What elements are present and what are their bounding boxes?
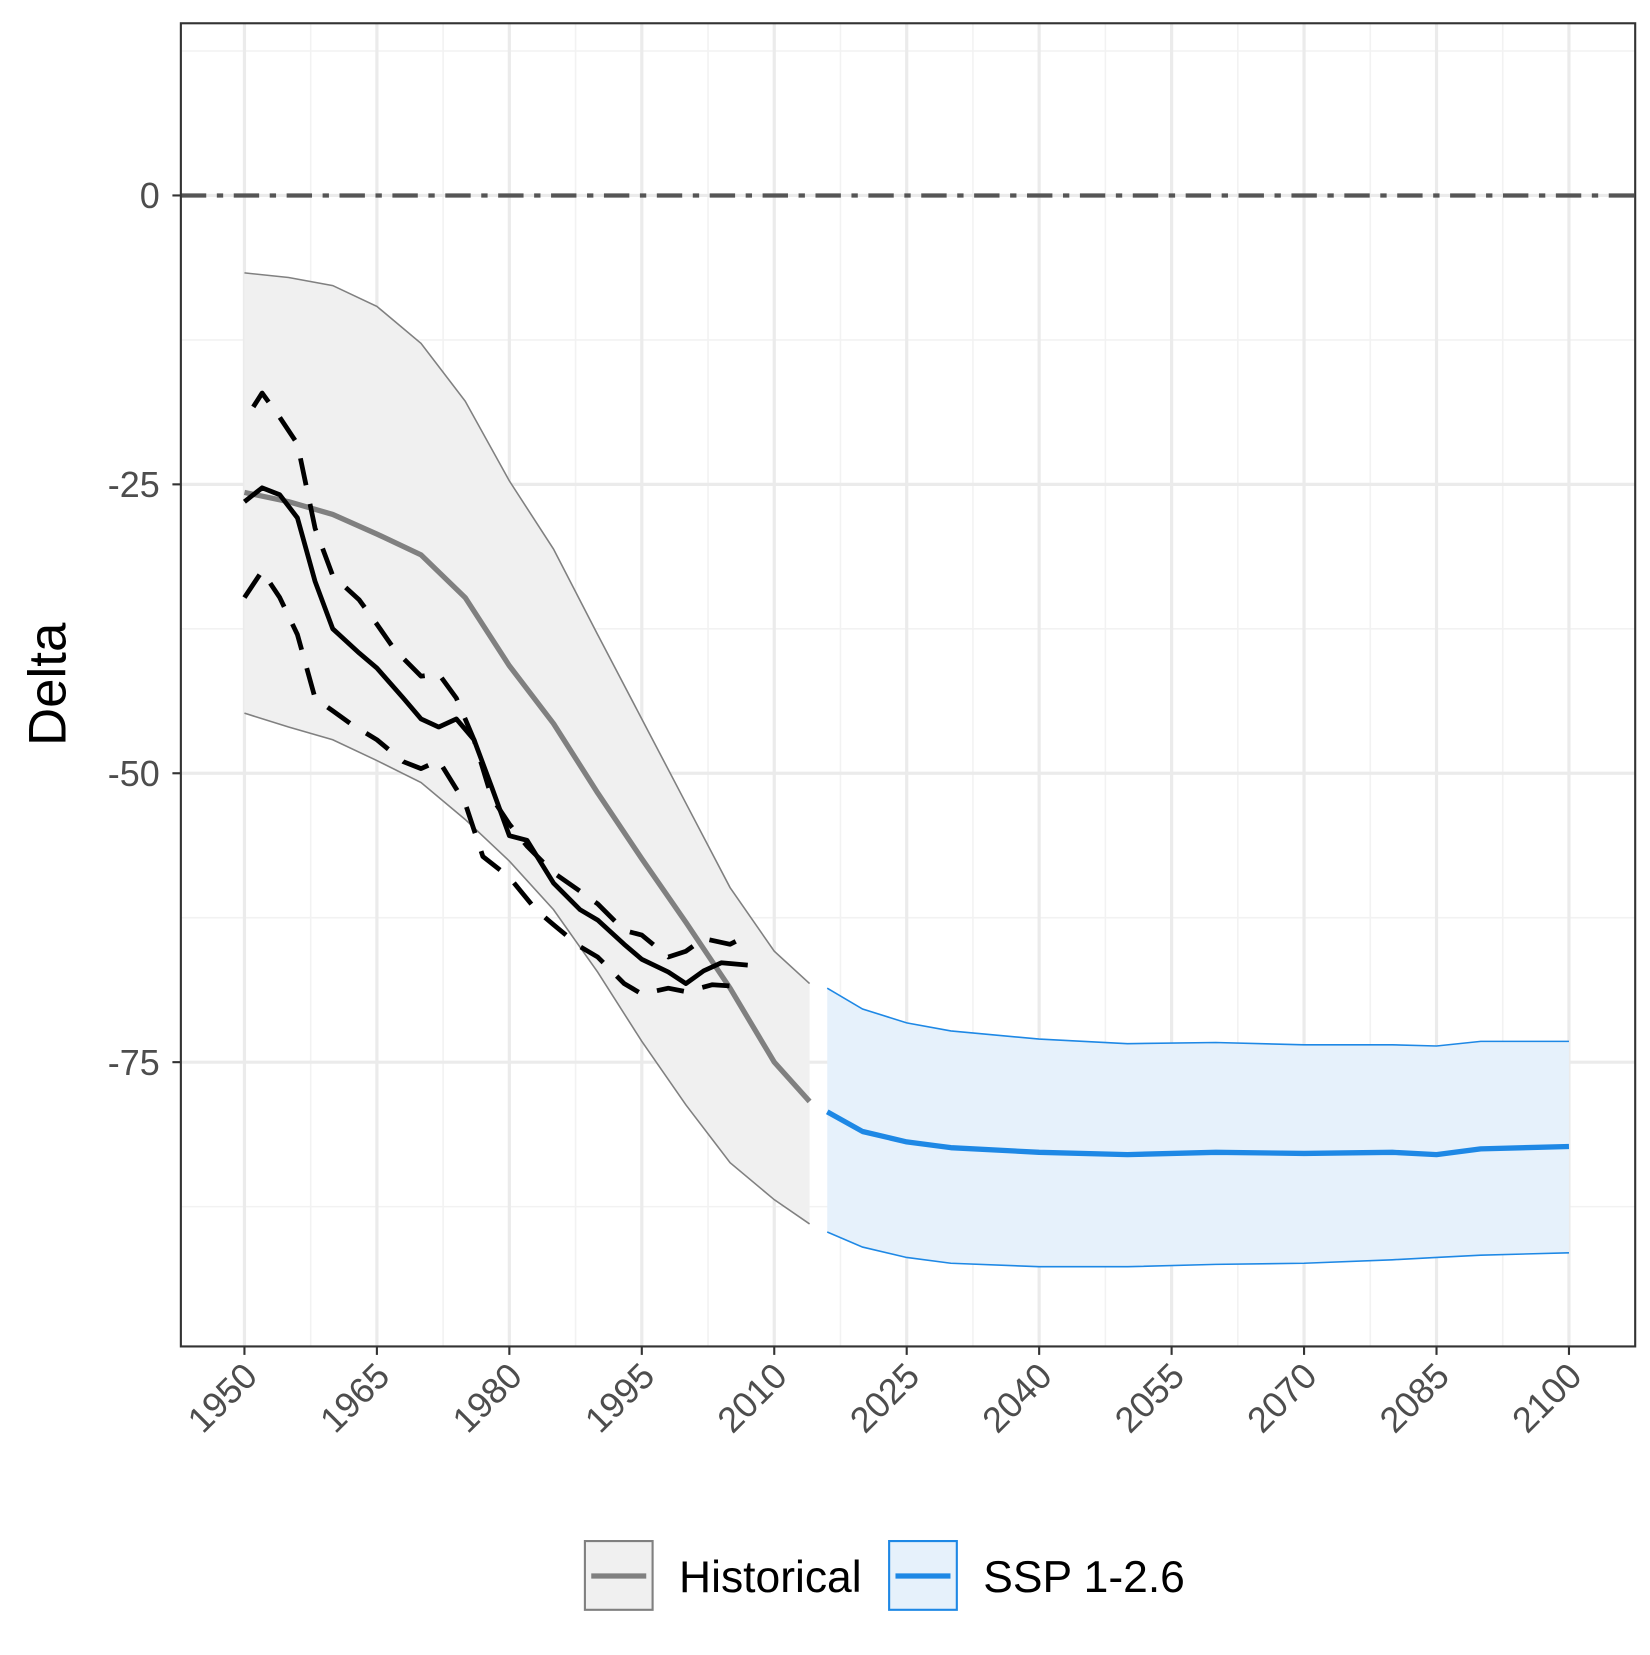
band <box>827 988 1569 1267</box>
x-tick-label: 1950 <box>179 1355 265 1441</box>
series-line <box>825 1109 1570 1158</box>
legend-label: SSP 1-2.6 <box>983 1553 1185 1602</box>
band-lower-line <box>826 1231 1569 1268</box>
y-tick-label: -75 <box>108 1042 160 1083</box>
x-tick-label: 1995 <box>577 1355 663 1441</box>
x-tick-label: 1965 <box>312 1355 398 1441</box>
band-lower-line <box>244 712 811 1225</box>
x-tick-label: 2025 <box>842 1355 928 1441</box>
x-tick-label: 1980 <box>444 1355 530 1441</box>
observed-line <box>251 390 749 960</box>
y-axis-label: Delta <box>19 622 78 746</box>
band <box>244 272 810 1224</box>
y-tick-label: -50 <box>108 753 160 794</box>
y-tick-label: 0 <box>140 175 160 216</box>
x-tick-label: 2100 <box>1504 1355 1590 1441</box>
plot-border <box>179 22 1637 1348</box>
band-upper-line <box>244 272 811 985</box>
series-line <box>243 489 812 1104</box>
x-tick-label: 2055 <box>1107 1355 1193 1441</box>
x-tick-label: 2070 <box>1239 1355 1325 1441</box>
x-tick-label: 2040 <box>974 1355 1060 1441</box>
band-upper-line <box>826 987 1569 1047</box>
observed-line <box>242 568 731 997</box>
legend-label: Historical <box>679 1553 862 1602</box>
y-tick-label: -25 <box>108 464 160 505</box>
x-tick-label: 2010 <box>709 1355 795 1441</box>
x-tick-label: 2085 <box>1371 1355 1457 1441</box>
plot-area <box>180 23 1636 1347</box>
